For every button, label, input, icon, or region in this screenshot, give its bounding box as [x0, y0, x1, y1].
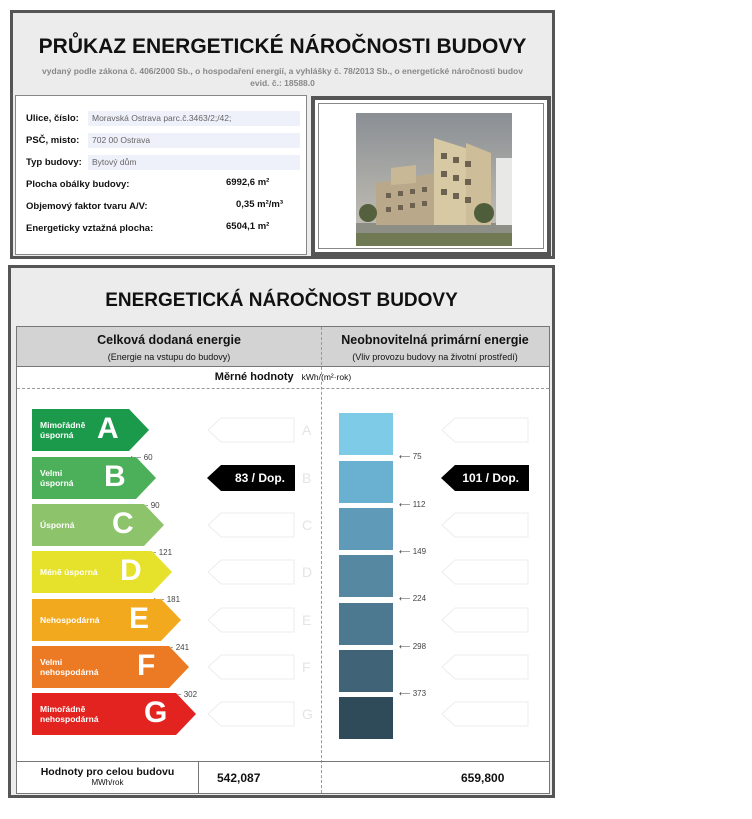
type-row: Typ budovy: — [26, 157, 82, 168]
class-label: Mimořádně nehospodárná — [40, 704, 99, 724]
right-threshold: ⟵ 149 — [399, 547, 427, 556]
psc-row: PSČ, misto: — [26, 135, 79, 146]
left-indicator-slot — [207, 559, 295, 585]
right-indicator-slot — [441, 559, 529, 585]
right-subtitle: (Vliv provozu budovy na životní prostřed… — [352, 352, 518, 362]
right-indicator-slot — [441, 512, 529, 538]
right-threshold: ⟵ 75 — [399, 452, 422, 461]
left-indicator-slot — [207, 607, 295, 633]
right-indicator-slot — [441, 607, 529, 633]
class-label: Mimořádně úsporná — [40, 420, 86, 440]
left-title: Celková dodaná energie — [97, 333, 241, 347]
delivered-energy-marker: 83 / Dop. — [207, 465, 295, 491]
slot-letter: E — [302, 612, 312, 628]
shape-factor-value: 0,35 m²/m³ — [236, 199, 283, 210]
primary-energy-marker: 101 / Dop. — [441, 465, 529, 491]
type-label: Typ budovy: — [26, 157, 82, 168]
left-subtitle: (Energie na vstupu do budovy) — [107, 352, 231, 362]
right-threshold: ⟵ 224 — [399, 594, 427, 603]
class-letter: C — [112, 507, 134, 540]
specific-values-row: Měrné hodnoty kWh/(m²·rok) — [17, 367, 549, 389]
primary-energy-bar-a — [339, 413, 393, 455]
unit-label: kWh/(m²·rok) — [301, 372, 352, 382]
total-primary-energy: 659,800 — [461, 771, 505, 785]
energy-class-a: Mimořádně úsporná A — [32, 409, 149, 451]
right-indicator-slot — [441, 701, 529, 727]
slot-letter: D — [302, 564, 313, 580]
left-indicator-slot — [207, 701, 295, 727]
totals-unit: MWh/rok — [91, 778, 124, 787]
evidence-number: evid. č.: 18588.0 — [250, 78, 315, 88]
reference-area-value: 6504,1 m² — [226, 221, 270, 232]
column-divider — [321, 327, 322, 793]
legal-basis: vydaný podle zákona č. 406/2000 Sb., o h… — [42, 66, 523, 76]
right-threshold: ⟵ 298 — [399, 642, 427, 651]
class-letter: F — [137, 649, 156, 682]
envelope-label: Plocha obálky budovy: — [26, 179, 130, 190]
envelope-value: 6992,6 m² — [226, 177, 270, 188]
class-letter: G — [144, 696, 168, 729]
energy-rating-panel: ENERGETICKÁ NÁROČNOST BUDOVY Celková dod… — [8, 265, 555, 798]
primary-energy-bar-d — [339, 555, 393, 597]
left-indicator-slot — [207, 654, 295, 680]
total-delivered-energy: 542,087 — [217, 771, 261, 785]
primary-energy-bar-c — [339, 508, 393, 550]
certificate-header-panel: PRŮKAZ ENERGETICKÉ NÁROČNOSTI BUDOVY vyd… — [10, 10, 555, 259]
energy-class-e: Nehospodárná E — [32, 599, 181, 641]
right-threshold: ⟵ 112 — [399, 500, 426, 509]
right-threshold: ⟵ 373 — [399, 689, 427, 698]
energy-class-f: Velmi nehospodárná F — [32, 646, 189, 688]
street-field: Moravská Ostrava parc.č.3463/2;/42; — [88, 111, 300, 126]
energy-class-g: Mimořádně nehospodárná G — [32, 693, 196, 735]
primary-energy-bar-b — [339, 461, 393, 503]
rating-title: ENERGETICKÁ NÁROČNOST BUDOVY — [105, 290, 458, 311]
class-label: Úsporná — [40, 520, 75, 530]
left-indicator-slot — [207, 417, 295, 443]
totals-label: Hodnoty pro celou budovu — [40, 766, 175, 778]
slot-letter: A — [302, 422, 312, 438]
slot-letter: C — [302, 517, 313, 533]
certificate-subtitle: vydaný podle zákona č. 406/2000 Sb., o h… — [13, 65, 552, 89]
shape-factor-label: Objemový faktor tvaru A/V: — [26, 201, 148, 212]
specific-values-label: Měrné hodnoty — [214, 371, 294, 383]
totals-row: Hodnoty pro celou budovu MWh/rok 542,087… — [17, 761, 549, 794]
class-letter: D — [120, 554, 142, 587]
energy-class-b: Velmi úsporná B — [32, 457, 156, 499]
class-label: Velmi úsporná — [40, 468, 74, 488]
rating-table: Celková dodaná energie (Energie na vstupu… — [16, 326, 550, 794]
certificate-title: PRŮKAZ ENERGETICKÉ NÁROČNOSTI BUDOVY — [38, 35, 527, 58]
energy-class-c: Úsporná C — [32, 504, 164, 546]
class-label: Velmi nehospodárná — [40, 657, 99, 677]
class-label: Méně úsporná — [40, 567, 98, 577]
slot-letter: F — [302, 659, 311, 675]
left-column-header: Celková dodaná energie (Energie na vstupu… — [17, 327, 321, 367]
type-field: Bytový dům — [88, 155, 300, 170]
primary-energy-bar-g — [339, 697, 393, 739]
left-indicator-slot — [207, 512, 295, 538]
class-letter: E — [129, 602, 150, 635]
right-title: Neobnovitelná primární energie — [341, 333, 529, 347]
energy-class-d: Méně úsporná D — [32, 551, 172, 593]
slot-letter: B — [302, 470, 312, 486]
building-info: Ulice, číslo: Moravská Ostrava parc.č.34… — [15, 95, 307, 255]
street-label: Ulice, číslo: — [26, 113, 79, 124]
class-letter: B — [104, 460, 126, 493]
psc-field: 702 00 Ostrava — [88, 133, 300, 148]
building-photo — [356, 113, 512, 246]
reference-area-label: Energeticky vztažná plocha: — [26, 223, 154, 234]
right-indicator-slot — [441, 654, 529, 680]
slot-letter: G — [302, 706, 313, 722]
street-row: Ulice, číslo: — [26, 113, 79, 124]
building-photo-frame — [311, 96, 551, 256]
primary-energy-bar-f — [339, 650, 393, 692]
class-label: Nehospodárná — [40, 615, 100, 625]
primary-energy-bar-e — [339, 603, 393, 645]
class-letter: A — [97, 412, 119, 445]
psc-label: PSČ, misto: — [26, 135, 80, 146]
right-column-header: Neobnovitelná primární energie (Vliv prov… — [321, 327, 549, 367]
right-indicator-slot — [441, 417, 529, 443]
